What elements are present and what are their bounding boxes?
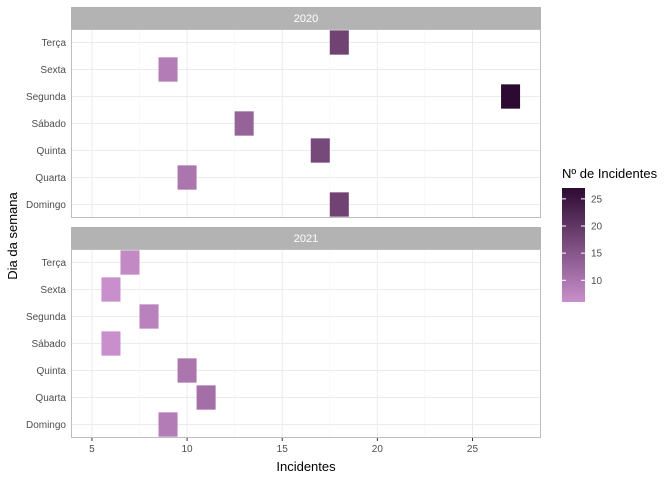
panel-border bbox=[71, 29, 541, 218]
heatmap-tile bbox=[158, 412, 178, 437]
y-tick-label: Quinta bbox=[37, 366, 67, 377]
y-tick-label: Segunda bbox=[26, 312, 66, 323]
heatmap-tile bbox=[501, 84, 521, 109]
legend-title: Nº de Incidentes bbox=[562, 166, 658, 181]
y-tick-label: Quarta bbox=[35, 173, 66, 184]
legend-colorbar bbox=[562, 188, 585, 302]
x-tick-label: 20 bbox=[372, 444, 384, 455]
y-tick-label: Quarta bbox=[35, 393, 66, 404]
heatmap-tile bbox=[158, 57, 178, 82]
facet-strip bbox=[71, 7, 541, 29]
facet-panel-2020: 2020 Domingo Quarta Quinta Sábado Segunda Sext… bbox=[26, 7, 541, 218]
x-tick-label: 10 bbox=[182, 444, 194, 455]
x-tick-label: 15 bbox=[277, 444, 289, 455]
y-tick-label: Sexta bbox=[40, 65, 66, 76]
x-tick-label: 25 bbox=[467, 444, 479, 455]
y-tick-label: Sexta bbox=[40, 285, 66, 296]
x-axis-label: Incidentes bbox=[276, 459, 336, 474]
heatmap-tile bbox=[234, 111, 254, 136]
y-tick-label: Sábado bbox=[32, 339, 67, 350]
heatmap-tile bbox=[196, 385, 216, 410]
legend: Nº de Incidentes 10 15 20 25 bbox=[562, 166, 658, 302]
y-tick-label: Sábado bbox=[32, 119, 67, 130]
x-tick-label: 5 bbox=[89, 444, 95, 455]
heatmap-tile bbox=[329, 192, 349, 217]
facet-strip bbox=[71, 227, 541, 249]
facet-strip-label: 2021 bbox=[294, 233, 318, 245]
heatmap-tile bbox=[139, 304, 159, 329]
legend-break-label: 10 bbox=[591, 276, 603, 287]
heatmap-tile bbox=[101, 277, 121, 302]
facet-panels: 2020 Domingo Quarta Quinta Sábado Segunda Sext… bbox=[26, 7, 541, 438]
y-tick-label: Terça bbox=[42, 258, 67, 269]
facet-panel-2021: 2021 Domingo Quarta Quinta Sábado Segunda Sext… bbox=[26, 227, 541, 438]
heatmap-tile bbox=[177, 165, 197, 190]
heatmap-tile bbox=[101, 331, 121, 356]
y-tick-label: Segunda bbox=[26, 92, 66, 103]
heatmap-tile bbox=[177, 358, 197, 383]
x-axis: 5 10 15 20 25 bbox=[89, 438, 478, 455]
y-tick-label: Domingo bbox=[26, 420, 66, 431]
y-tick-label: Terça bbox=[42, 38, 67, 49]
legend-break-label: 15 bbox=[591, 249, 603, 260]
facet-strip-label: 2020 bbox=[294, 13, 318, 25]
heatmap-tile bbox=[310, 138, 330, 163]
legend-break-label: 20 bbox=[591, 222, 603, 233]
y-tick-label: Quinta bbox=[37, 146, 67, 157]
y-tick-label: Domingo bbox=[26, 200, 66, 211]
legend-break-label: 25 bbox=[591, 194, 603, 205]
heatmap-tile bbox=[120, 250, 140, 275]
panel-border bbox=[71, 249, 541, 438]
heatmap-tile bbox=[329, 30, 349, 55]
y-axis-label: Dia da semana bbox=[5, 192, 20, 280]
